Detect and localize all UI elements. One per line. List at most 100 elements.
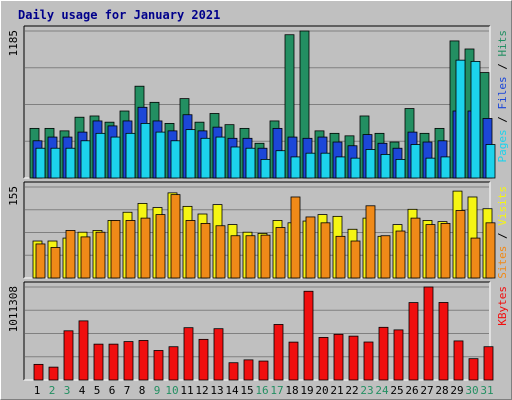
bar-sites-day-25 (395, 230, 406, 279)
x-tick-label-day-24: 24 (375, 384, 389, 397)
x-tick-label-day-23: 23 (360, 384, 373, 397)
series-legend-part: / (496, 226, 509, 246)
bar-sites-day-24 (380, 235, 391, 279)
bar-pages-day-5 (95, 132, 106, 179)
y-max-tick-label: 1185 (7, 30, 20, 57)
bar-sites-day-13 (215, 225, 226, 279)
bar-pages-day-26 (410, 144, 421, 179)
bar-sites-day-18 (290, 196, 301, 279)
bar-kbytes-day-12 (198, 338, 209, 381)
bar-sites-day-3 (65, 230, 76, 279)
bar-kbytes-day-5 (93, 343, 104, 381)
x-tick-label-day-8: 8 (139, 384, 146, 397)
bar-sites-day-23 (365, 205, 376, 279)
bar-pages-day-2 (50, 147, 61, 179)
x-tick-label-day-18: 18 (285, 384, 298, 397)
bar-sites-day-14 (230, 235, 241, 279)
bar-kbytes-day-7 (123, 341, 134, 381)
bar-pages-day-23 (365, 149, 376, 179)
bar-kbytes-day-28 (438, 302, 449, 381)
x-tick-label-day-26: 26 (405, 384, 418, 397)
series-legend-part: Hits (496, 30, 509, 57)
bar-pages-day-16 (260, 158, 271, 179)
series-legend: Pages / Files / Hits (496, 30, 509, 163)
bar-kbytes-day-4 (78, 320, 89, 381)
x-tick-label-day-5: 5 (94, 384, 101, 397)
y-max-tick-label: 155 (7, 186, 20, 206)
bar-pages-day-12 (200, 137, 211, 179)
series-legend-part: KBytes (496, 286, 509, 326)
x-tick-label-day-12: 12 (195, 384, 208, 397)
x-tick-label-day-21: 21 (330, 384, 343, 397)
bar-pages-day-17 (275, 150, 286, 179)
bar-pages-day-3 (65, 147, 76, 179)
x-tick-label-day-25: 25 (390, 384, 403, 397)
x-tick-label-day-6: 6 (109, 384, 116, 397)
bar-pages-day-19 (305, 152, 316, 179)
bar-sites-day-17 (275, 227, 286, 279)
bar-pages-day-13 (215, 136, 226, 179)
bar-sites-day-7 (125, 220, 136, 279)
bar-kbytes-day-26 (408, 302, 419, 381)
bar-kbytes-day-15 (243, 359, 254, 381)
x-tick-label-day-27: 27 (420, 384, 433, 397)
bar-sites-day-28 (440, 222, 451, 279)
bar-pages-day-20 (320, 152, 331, 179)
bar-pages-day-14 (230, 146, 241, 179)
bar-kbytes-day-23 (363, 341, 374, 381)
bar-sites-day-5 (95, 231, 106, 279)
series-legend-part: Visits (496, 186, 509, 226)
x-tick-label-day-29: 29 (450, 384, 463, 397)
x-tick-label-day-9: 9 (154, 384, 161, 397)
series-legend-part: Sites (496, 246, 509, 279)
bar-sites-day-11 (185, 220, 196, 279)
bar-kbytes-day-2 (48, 366, 59, 381)
bar-sites-day-6 (110, 220, 121, 279)
bar-kbytes-day-6 (108, 343, 119, 381)
chart-title: Daily usage for January 2021 (18, 8, 221, 22)
bar-kbytes-day-13 (213, 328, 224, 381)
bar-sites-day-4 (80, 236, 91, 279)
bar-pages-day-1 (35, 147, 46, 179)
bar-pages-day-10 (170, 140, 181, 179)
series-legend-part: / (496, 57, 509, 77)
series-legend: KBytes (496, 286, 509, 326)
bar-pages-day-6 (110, 136, 121, 179)
bar-kbytes-day-17 (273, 324, 284, 381)
bar-pages-day-18 (290, 156, 301, 179)
series-legend: Sites / Visits (496, 186, 509, 279)
bar-kbytes-day-1 (33, 363, 44, 381)
bar-pages-day-15 (245, 147, 256, 179)
bar-kbytes-day-18 (288, 341, 299, 381)
bar-sites-day-20 (320, 222, 331, 279)
bar-pages-day-7 (125, 132, 136, 179)
bar-sites-day-9 (155, 214, 166, 279)
bar-kbytes-day-27 (423, 286, 434, 381)
x-tick-label-day-10: 10 (165, 384, 178, 397)
bar-sites-day-19 (305, 216, 316, 279)
bar-sites-day-30 (470, 237, 481, 279)
bar-pages-day-24 (380, 154, 391, 179)
series-legend-part: / (496, 110, 509, 130)
x-tick-label-day-16: 16 (255, 384, 268, 397)
x-tick-label-day-13: 13 (210, 384, 223, 397)
bar-pages-day-4 (80, 140, 91, 179)
x-tick-label-day-15: 15 (240, 384, 253, 397)
x-tick-label-day-2: 2 (49, 384, 56, 397)
bar-sites-day-16 (260, 234, 271, 279)
x-tick-label-day-28: 28 (435, 384, 448, 397)
bar-sites-day-2 (50, 247, 61, 279)
bar-pages-day-11 (185, 129, 196, 179)
bar-sites-day-12 (200, 222, 211, 279)
series-legend-part: Pages (496, 129, 509, 162)
bar-kbytes-day-9 (153, 350, 164, 381)
bar-pages-day-28 (440, 156, 451, 179)
bar-kbytes-day-11 (183, 327, 194, 381)
x-tick-label-day-22: 22 (345, 384, 358, 397)
bar-kbytes-day-25 (393, 329, 404, 381)
bar-sites-day-31 (485, 222, 496, 279)
x-tick-label-day-14: 14 (225, 384, 239, 397)
bar-pages-day-31 (485, 144, 496, 179)
bar-pages-day-22 (350, 157, 361, 179)
